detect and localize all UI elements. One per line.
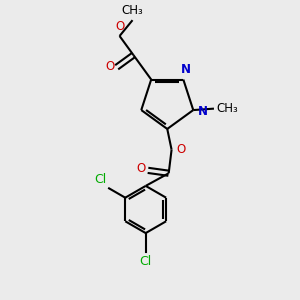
Text: CH₃: CH₃ bbox=[216, 102, 238, 115]
Text: O: O bbox=[116, 20, 125, 32]
Text: O: O bbox=[136, 162, 146, 176]
Text: N: N bbox=[198, 105, 208, 118]
Text: Cl: Cl bbox=[140, 255, 152, 268]
Text: Cl: Cl bbox=[94, 173, 107, 186]
Text: O: O bbox=[177, 143, 186, 156]
Text: N: N bbox=[181, 63, 190, 76]
Text: O: O bbox=[105, 60, 115, 73]
Text: CH₃: CH₃ bbox=[122, 4, 143, 17]
